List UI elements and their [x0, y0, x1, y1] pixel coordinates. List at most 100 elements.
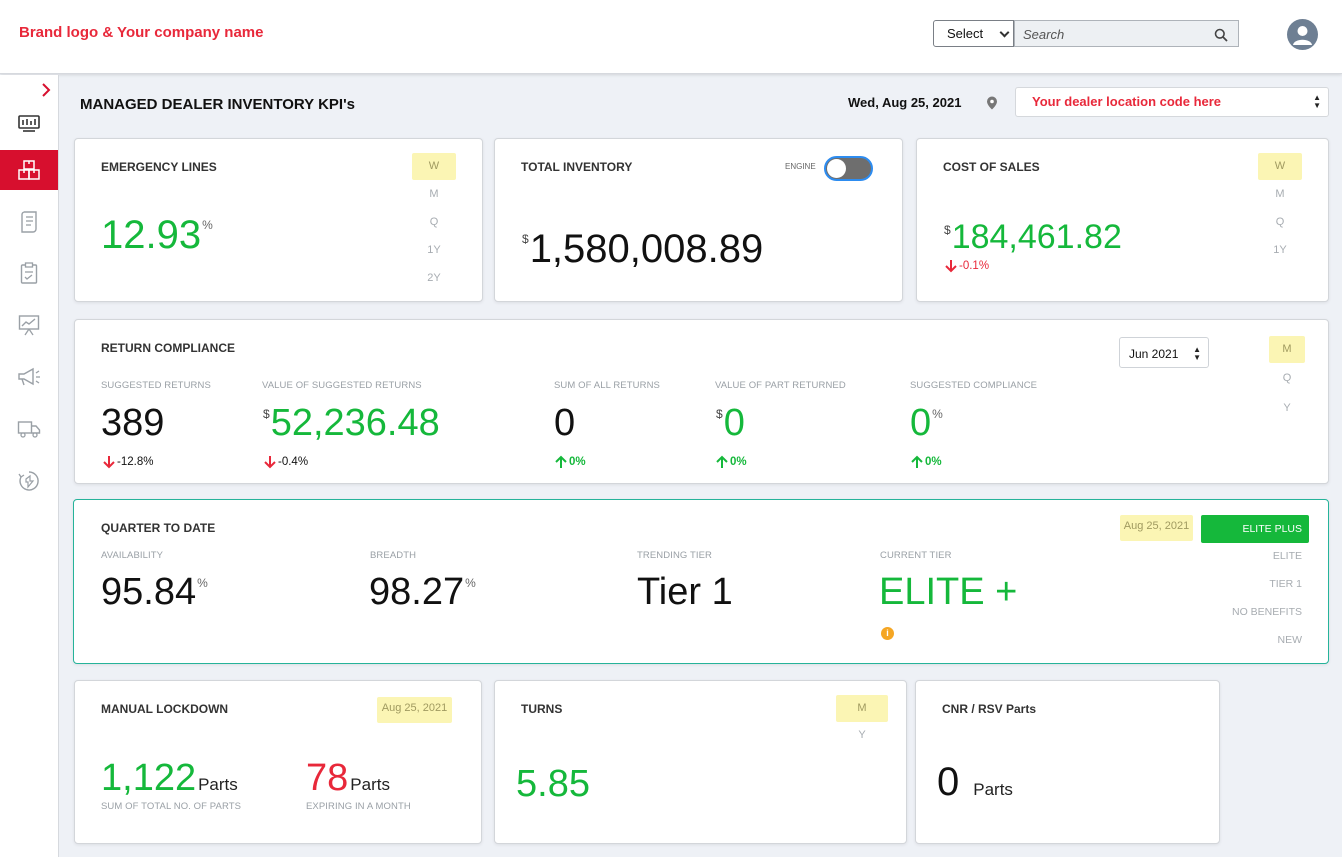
period-1y[interactable]: 1Y [427, 244, 441, 256]
lockdown-expiring-value: 78 Parts [306, 759, 390, 797]
card-title: RETURN COMPLIANCE [101, 341, 235, 355]
unit-label: Parts [350, 775, 390, 794]
sum-of-all-returns-value: 0 [554, 402, 576, 444]
metric-label: VALUE OF PART RETURNED [715, 380, 846, 391]
suggested-returns-change: -12.8% [103, 455, 153, 469]
lockdown-expiring-label: EXPIRING IN A MONTH [306, 801, 411, 812]
period-y[interactable]: Y [1283, 402, 1291, 414]
arrow-up-icon [911, 455, 923, 468]
emergency-value-number: 12.93 [101, 213, 202, 257]
sidebar-item-checklist[interactable] [0, 253, 58, 293]
value-number: 0 [910, 402, 932, 444]
period-q[interactable]: Q [1282, 372, 1292, 384]
cnr-rsv-value: 0 Parts [937, 762, 1013, 802]
period-m[interactable]: M [1275, 188, 1285, 200]
cost-change-text: -0.1% [959, 260, 990, 272]
sidebar-item-recycle[interactable] [0, 461, 58, 501]
emergency-lines-card: EMERGENCY LINES 12.93% W M Q 1Y 2Y [74, 138, 483, 302]
lockdown-expiring-number: 78 [306, 757, 349, 799]
value-of-suggested-returns: $52,236.48 [262, 404, 440, 442]
tier-no-benefits[interactable]: NO BENEFITS [1231, 606, 1302, 618]
change-text: 0% [569, 456, 586, 468]
suggested-compliance-change: 0% [911, 455, 942, 469]
period-w[interactable]: W [1258, 153, 1302, 180]
page-title: MANAGED DEALER INVENTORY KPI's [80, 96, 355, 113]
availability-value: 95.84% [101, 573, 209, 611]
metric-label: VALUE OF SUGGESTED RETURNS [262, 380, 422, 391]
category-select[interactable]: Select [933, 20, 1014, 47]
search-icon[interactable] [1214, 28, 1228, 42]
delivery-truck-icon [17, 421, 41, 438]
tier-new[interactable]: NEW [1277, 634, 1303, 646]
suggested-returns-value: 389 [101, 402, 165, 444]
total-inventory-card: TOTAL INVENTORY ENGINE $1,580,008.89 [494, 138, 903, 302]
currency-prefix: $ [522, 232, 529, 246]
sidebar-item-reports[interactable] [0, 305, 58, 345]
breadth-label: BREADTH [370, 550, 417, 561]
search-input[interactable]: Search [1014, 20, 1239, 47]
engine-toggle[interactable] [824, 156, 873, 181]
change-text: 0% [925, 456, 942, 468]
info-icon[interactable]: i [881, 627, 894, 640]
location-pin-icon [987, 96, 997, 110]
currency-prefix: $ [716, 407, 723, 421]
chevron-down-icon [999, 27, 1010, 38]
metric-label: SUGGESTED COMPLIANCE [910, 380, 1038, 391]
turns-value: 5.85 [516, 763, 590, 805]
document-icon [21, 211, 37, 233]
clipboard-icon [20, 262, 38, 284]
value-of-suggested-returns-change: -0.4% [264, 455, 308, 469]
card-title: COST OF SALES [943, 160, 1040, 174]
availability-label: AVAILABILITY [101, 550, 164, 561]
period-q[interactable]: Q [429, 216, 439, 228]
period-w[interactable]: W [412, 153, 456, 180]
lockdown-total-value: 1,122 Parts [101, 759, 238, 797]
card-title: QUARTER TO DATE [101, 521, 216, 535]
sidebar-item-shipping[interactable] [0, 409, 58, 449]
value-of-part-returned-change: 0% [716, 455, 747, 469]
tier-elite[interactable]: ELITE [1272, 550, 1302, 562]
cnr-value-number: 0 [937, 760, 960, 804]
value-number: 0 [723, 402, 745, 444]
period-2y[interactable]: 2Y [427, 272, 441, 284]
top-header: Brand logo & Your company name Select Se… [0, 0, 1342, 74]
period-m[interactable]: M [836, 695, 888, 722]
card-title: TOTAL INVENTORY [521, 160, 633, 174]
period-m[interactable]: M [1269, 336, 1305, 363]
sidebar [0, 75, 59, 857]
sidebar-item-announcements[interactable] [0, 357, 58, 397]
sidebar-item-documents[interactable] [0, 202, 58, 242]
cost-of-sales-value: $184,461.82 [943, 220, 1122, 254]
search-placeholder: Search [1023, 27, 1065, 42]
period-m[interactable]: M [429, 188, 439, 200]
percent-suffix: % [197, 576, 208, 590]
sidebar-item-inventory[interactable] [0, 150, 58, 190]
updown-arrows-icon: ▲ ▼ [1193, 345, 1201, 362]
arrow-up-icon [555, 455, 567, 468]
inventory-value-number: 1,580,008.89 [529, 227, 764, 271]
quarter-to-date-card: QUARTER TO DATE AVAILABILITY 95.84% BREA… [73, 499, 1329, 664]
engine-toggle-label: ENGINE [785, 162, 816, 171]
month-select[interactable]: Jun 2021 ▲ ▼ [1119, 337, 1209, 368]
period-q[interactable]: Q [1275, 216, 1285, 228]
breadth-number: 98.27 [369, 571, 465, 613]
dealer-location-select[interactable]: Your dealer location code here ▲ ▼ [1015, 87, 1329, 117]
cost-of-sales-card: COST OF SALES $184,461.82 -0.1% W M Q 1Y [916, 138, 1329, 302]
sidebar-item-dashboard[interactable] [0, 104, 58, 144]
metric-label: SUM OF ALL RETURNS [554, 380, 660, 391]
megaphone-icon [18, 367, 40, 386]
unit-label: Parts [973, 780, 1013, 799]
boxes-icon [18, 160, 40, 180]
value-of-part-returned: $0 [715, 404, 745, 442]
lockdown-total-label: SUM OF TOTAL NO. OF PARTS [101, 801, 242, 812]
lockdown-date-chip: Aug 25, 2021 [377, 697, 452, 723]
period-1y[interactable]: 1Y [1273, 244, 1287, 256]
chevron-right-icon[interactable] [40, 83, 52, 97]
tier-tier-1[interactable]: TIER 1 [1269, 578, 1302, 590]
user-avatar-icon[interactable] [1287, 19, 1318, 50]
dealer-location-label: Your dealer location code here [1032, 94, 1222, 109]
turns-card: TURNS 5.85 M Y [494, 680, 907, 844]
brand-logo[interactable]: Brand logo & Your company name [19, 24, 264, 41]
tier-elite-plus[interactable]: ELITE PLUS [1201, 515, 1309, 543]
period-y[interactable]: Y [858, 729, 866, 741]
